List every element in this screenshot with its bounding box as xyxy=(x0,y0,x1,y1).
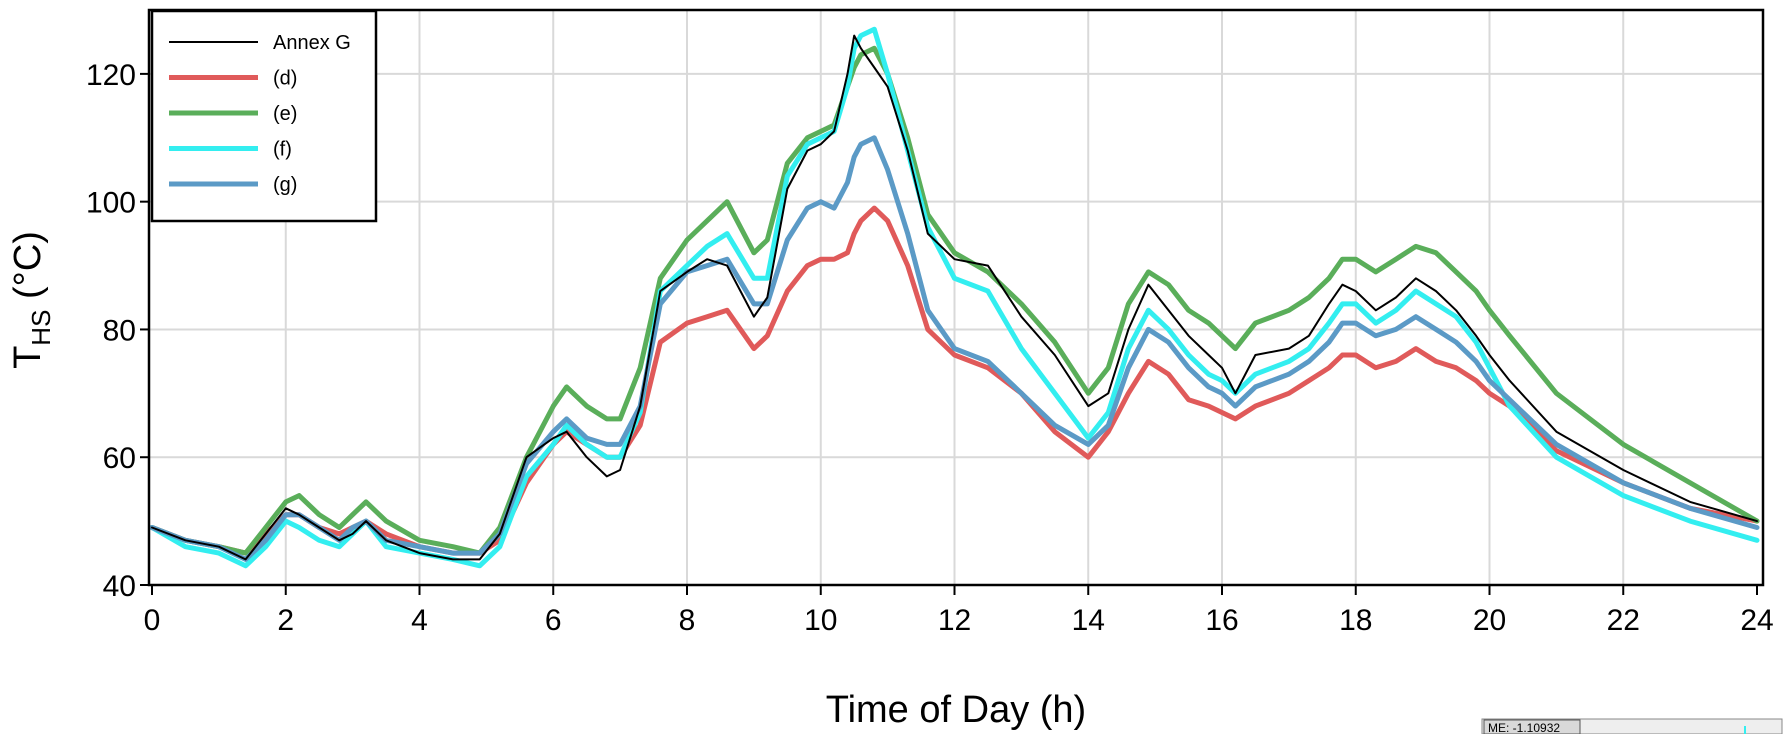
y-tick-label: 80 xyxy=(103,314,136,347)
y-tick-label: 40 xyxy=(103,570,136,603)
x-tick-label: 4 xyxy=(411,604,428,637)
stray-inset-label-box xyxy=(1483,719,1581,734)
series-line-f xyxy=(149,26,1760,569)
legend-label: (d) xyxy=(273,68,297,90)
x-tick-label: 8 xyxy=(679,604,696,637)
y-axis-title-sub: HS xyxy=(26,310,56,346)
series-line-annex-g xyxy=(151,34,1758,561)
y-axis-title-unit: (°C) xyxy=(7,231,49,310)
series-line-g xyxy=(149,135,1760,562)
stray-inset-text: ME: -1.10932 xyxy=(1488,721,1560,734)
x-tick-label: 24 xyxy=(1740,604,1773,637)
legend-label: (e) xyxy=(273,103,297,125)
legend-items: Annex G (d) (e) (f) (g) xyxy=(169,32,351,196)
y-axis: 40 60 80 100 120 xyxy=(86,59,149,603)
x-tick-label: 6 xyxy=(545,604,562,637)
x-axis-title: Time of Day (h) xyxy=(826,689,1086,731)
legend: Annex G (d) (e) (f) (g) xyxy=(150,9,378,223)
x-tick-label: 18 xyxy=(1339,604,1372,637)
x-tick-label: 10 xyxy=(804,604,837,637)
plot-area xyxy=(149,10,1763,585)
y-axis-title-main: T xyxy=(7,346,49,369)
x-axis: 0 2 4 6 8 10 12 14 16 18 20 22 24 xyxy=(144,585,1774,637)
legend-label: Annex G xyxy=(273,32,351,54)
y-tick-label: 60 xyxy=(103,442,136,475)
stray-inset: ME: -1.10932 xyxy=(1481,718,1783,734)
x-tick-label: 12 xyxy=(938,604,971,637)
x-tick-label: 16 xyxy=(1205,604,1238,637)
y-axis-title: THS (°C) xyxy=(7,231,56,369)
x-tick-label: 14 xyxy=(1072,604,1105,637)
y-tick-label: 100 xyxy=(86,187,136,220)
x-tick-label: 20 xyxy=(1473,604,1506,637)
x-tick-label: 2 xyxy=(277,604,294,637)
x-tick-label: 22 xyxy=(1607,604,1640,637)
legend-label: (g) xyxy=(273,174,297,196)
legend-label: (f) xyxy=(273,139,292,161)
series-line-e xyxy=(149,45,1760,556)
x-tick-label: 0 xyxy=(144,604,161,637)
y-tick-label: 120 xyxy=(86,59,136,92)
series-layer xyxy=(149,26,1760,569)
plot-frame xyxy=(147,8,1765,587)
